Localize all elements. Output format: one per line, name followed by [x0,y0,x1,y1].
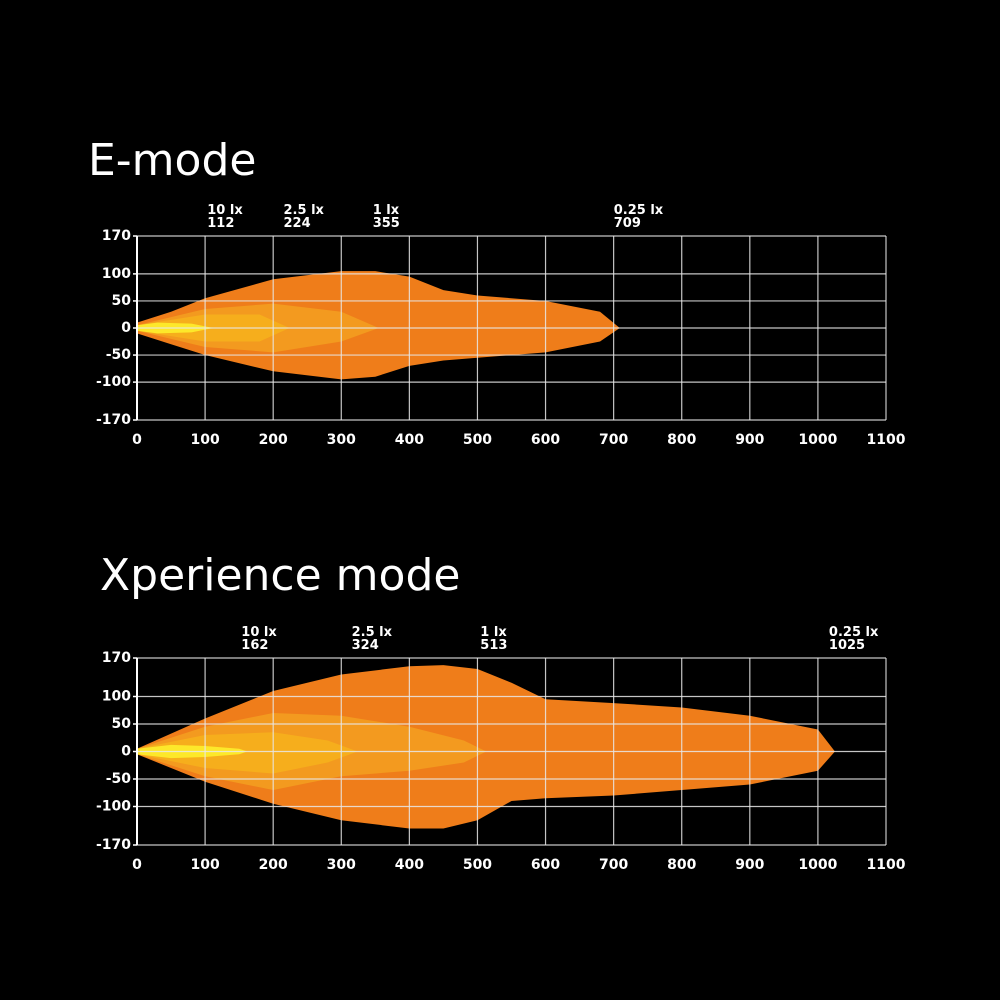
contour-label: 0.25 lx [614,203,664,218]
x-tick-label: 700 [599,432,628,448]
y-tick-label: -170 [96,837,131,853]
x-tick-label: 600 [531,432,560,448]
contour-label: 0.25 lx [829,625,879,640]
x-tick-label: 1100 [867,432,906,448]
isolux-area [137,665,835,829]
contour-label: 2.5 lx [352,625,393,640]
y-tick-label: 100 [102,689,131,705]
contour-reach: 513 [480,638,507,653]
x-tick-label: 800 [667,857,696,873]
y-tick-label: 0 [121,320,131,336]
x-tick-label: 1100 [867,857,906,873]
contour-reach: 224 [284,216,311,231]
x-tick-label: 100 [190,432,219,448]
contour-label: 1 lx [373,203,400,218]
y-tick-label: 100 [102,266,131,282]
x-tick-label: 300 [327,857,356,873]
y-tick-label: -100 [96,374,131,390]
y-tick-label: -50 [106,347,132,363]
x-tick-label: 600 [531,857,560,873]
contour-reach: 709 [614,216,641,231]
y-tick-label: 170 [102,228,131,244]
x-tick-label: 300 [327,432,356,448]
x-tick-label: 200 [259,432,288,448]
y-tick-label: -100 [96,799,131,815]
contour-reach: 112 [207,216,234,231]
x-tick-label: 900 [735,432,764,448]
x-tick-label: 700 [599,857,628,873]
y-tick-label: 170 [102,650,131,666]
x-tick-label: 100 [190,857,219,873]
y-tick-label: 0 [121,744,131,760]
contour-label: 2.5 lx [284,203,325,218]
isolux-area [137,271,620,380]
x-tick-label: 1000 [798,857,837,873]
x-tick-label: 900 [735,857,764,873]
isolux-area [137,732,358,774]
contour-label: 10 lx [207,203,243,218]
contour-label: 10 lx [241,625,277,640]
y-tick-label: -50 [106,771,132,787]
contour-reach: 162 [241,638,268,653]
x-tick-label: 1000 [798,432,837,448]
x-tick-label: 400 [395,432,424,448]
x-tick-label: 500 [463,432,492,448]
x-tick-label: 200 [259,857,288,873]
x-tick-label: 400 [395,857,424,873]
chart-title: E-mode [88,135,256,186]
x-tick-label: 500 [463,857,492,873]
y-tick-label: 50 [112,716,132,732]
contour-reach: 1025 [829,638,865,653]
contour-reach: 324 [352,638,379,653]
y-tick-label: 50 [112,293,132,309]
x-tick-label: 800 [667,432,696,448]
contour-label: 1 lx [480,625,507,640]
chart-title: Xperience mode [100,550,460,601]
x-tick-label: 0 [132,857,142,873]
contour-reach: 355 [373,216,400,231]
y-tick-label: -170 [96,412,131,428]
x-tick-label: 0 [132,432,142,448]
